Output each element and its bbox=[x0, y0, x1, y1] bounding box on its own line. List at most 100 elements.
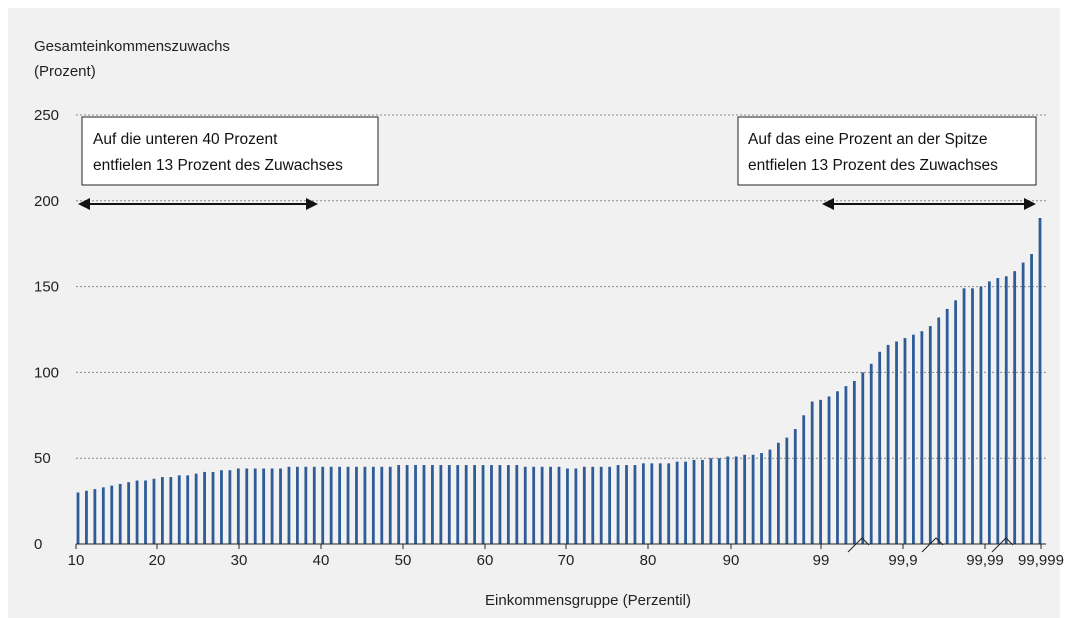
bar-82 bbox=[760, 453, 763, 544]
range-arrow-top1 bbox=[822, 198, 1036, 210]
bar-16 bbox=[203, 471, 206, 544]
bar-54 bbox=[523, 466, 527, 544]
bar-32 bbox=[338, 466, 341, 544]
annotation-top1-line2: entfielen 13 Prozent des Zuwachses bbox=[748, 157, 998, 174]
bar-40 bbox=[405, 465, 409, 544]
bar-108 bbox=[979, 286, 983, 544]
bar-42 bbox=[422, 465, 426, 544]
y-tick-label-0: 0 bbox=[34, 536, 42, 553]
bar-46 bbox=[456, 465, 460, 544]
x-tick-label-2: 30 bbox=[231, 552, 248, 569]
annotation-bottom40-line2: entfielen 13 Prozent des Zuwachses bbox=[93, 157, 343, 174]
bar-36 bbox=[371, 466, 375, 544]
annotation-bottom40-line1: Auf die unteren 40 Prozent bbox=[93, 131, 278, 148]
bar-100 bbox=[912, 334, 915, 544]
bar-81 bbox=[751, 454, 755, 544]
bar-62 bbox=[591, 466, 595, 544]
bar-34 bbox=[355, 466, 358, 544]
x-tick-label-1: 20 bbox=[149, 552, 166, 569]
bar-94 bbox=[861, 372, 865, 544]
bar-55 bbox=[532, 466, 536, 544]
bar-61 bbox=[582, 466, 586, 544]
annotation-top1-line1: Auf das eine Prozent an der Spitze bbox=[748, 131, 988, 148]
annotation-box-bottom40 bbox=[81, 116, 379, 186]
bar-73 bbox=[684, 461, 687, 544]
bar-106 bbox=[962, 288, 966, 544]
x-tick-label-6: 70 bbox=[558, 552, 575, 569]
bar-60 bbox=[574, 468, 578, 544]
bar-28 bbox=[304, 466, 308, 544]
bar-58 bbox=[557, 466, 561, 544]
bar-6 bbox=[118, 483, 122, 544]
bar-115 bbox=[1038, 217, 1042, 544]
bar-103 bbox=[937, 317, 941, 544]
bar-97 bbox=[886, 344, 890, 544]
bar-114 bbox=[1030, 254, 1033, 544]
bar-98 bbox=[895, 341, 898, 544]
bar-19 bbox=[228, 470, 232, 544]
bar-88 bbox=[810, 401, 814, 544]
bar-31 bbox=[329, 466, 333, 544]
x-tick-label-4: 50 bbox=[395, 552, 412, 569]
bar-113 bbox=[1021, 262, 1025, 544]
bar-29 bbox=[312, 466, 316, 544]
axis-break-3 bbox=[991, 537, 1014, 553]
bar-89 bbox=[819, 399, 822, 544]
y-tick-labels: 0 50 100 150 200 250 bbox=[34, 107, 59, 553]
bar-21 bbox=[245, 468, 249, 544]
bar-9 bbox=[144, 480, 147, 544]
bar-50 bbox=[490, 465, 493, 544]
bar-96 bbox=[878, 351, 882, 544]
bar-110 bbox=[996, 278, 1000, 544]
bar-70 bbox=[658, 463, 662, 544]
bar-41 bbox=[414, 465, 417, 544]
bar-26 bbox=[287, 466, 291, 544]
bar-56 bbox=[540, 466, 544, 544]
bar-84 bbox=[777, 442, 780, 544]
x-tick-label-5: 60 bbox=[477, 552, 494, 569]
y-axis-title-line2: (Prozent) bbox=[34, 63, 96, 80]
bar-79 bbox=[734, 456, 738, 544]
x-tick-label-7: 80 bbox=[640, 552, 657, 569]
bar-57 bbox=[549, 466, 552, 544]
x-tick-label-0: 10 bbox=[68, 552, 85, 569]
bars bbox=[76, 217, 1042, 544]
bar-93 bbox=[852, 380, 856, 544]
bar-71 bbox=[667, 463, 671, 544]
bar-90 bbox=[827, 396, 831, 544]
bar-91 bbox=[836, 391, 839, 544]
bar-48 bbox=[473, 465, 477, 544]
y-tick-label-200: 200 bbox=[34, 193, 59, 210]
bar-92 bbox=[844, 386, 848, 544]
axis-break-1 bbox=[847, 537, 870, 553]
bar-30 bbox=[321, 466, 325, 544]
bar-109 bbox=[987, 281, 991, 544]
bar-104 bbox=[945, 308, 949, 544]
y-axis-title-line1: Gesamteinkommenszuwachs bbox=[34, 38, 230, 55]
bar-52 bbox=[506, 465, 510, 544]
x-axis-title: Einkommensgruppe (Perzentil) bbox=[485, 592, 691, 609]
bar-18 bbox=[220, 470, 223, 544]
gridlines bbox=[76, 114, 1046, 459]
bar-77 bbox=[717, 458, 721, 544]
bar-35 bbox=[363, 466, 367, 544]
bar-12 bbox=[169, 477, 173, 544]
bar-47 bbox=[464, 465, 468, 544]
bar-33 bbox=[346, 466, 350, 544]
bar-14 bbox=[186, 475, 190, 544]
annotation-box-top1 bbox=[737, 116, 1037, 186]
bar-43 bbox=[431, 465, 434, 544]
bar-87 bbox=[802, 415, 806, 544]
bar-3 bbox=[93, 489, 97, 544]
bar-23 bbox=[262, 468, 266, 544]
bar-10 bbox=[152, 478, 156, 544]
bar-65 bbox=[616, 465, 620, 544]
bar-78 bbox=[726, 456, 730, 544]
y-tick-label-50: 50 bbox=[34, 450, 51, 467]
bar-95 bbox=[869, 363, 873, 544]
x-tick-label-8: 90 bbox=[723, 552, 740, 569]
x-tick-label-3: 40 bbox=[313, 552, 330, 569]
bar-27 bbox=[296, 466, 299, 544]
bar-69 bbox=[650, 463, 654, 544]
